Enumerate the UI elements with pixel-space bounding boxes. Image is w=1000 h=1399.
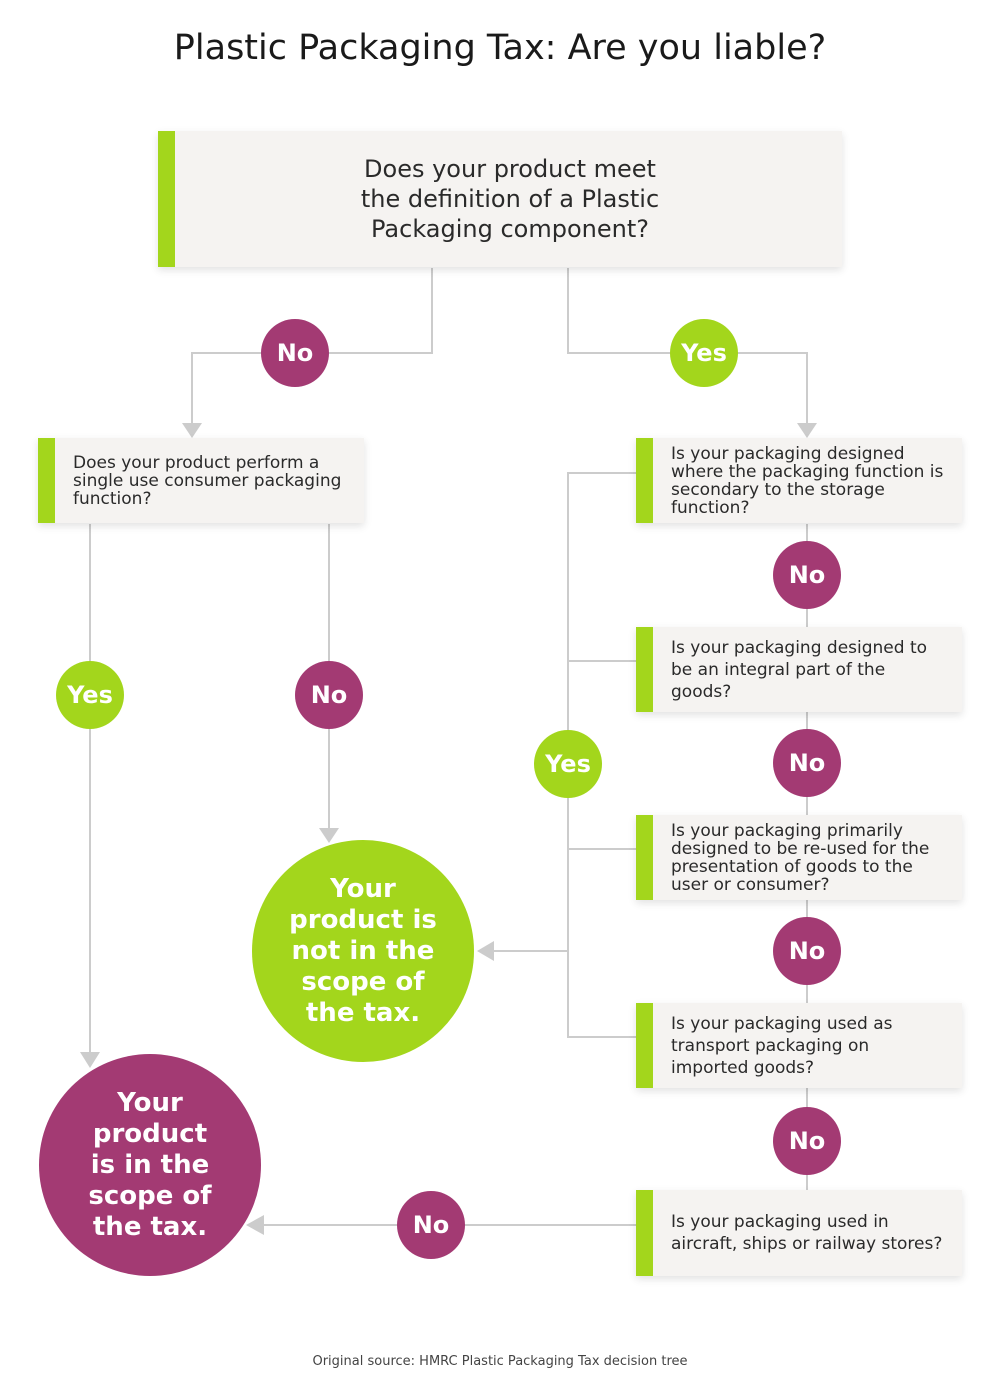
- arrow-icon: [80, 1052, 100, 1068]
- page-title: Plastic Packaging Tax: Are you liable?: [173, 28, 827, 68]
- answer-no: No: [261, 319, 329, 387]
- answer-no: No: [773, 541, 841, 609]
- outcome-not-in-scope: Your product is not in the scope of the …: [252, 840, 474, 1062]
- answer-no: No: [773, 729, 841, 797]
- answer-no: No: [397, 1191, 465, 1259]
- answer-yes: Yes: [670, 319, 738, 387]
- question-text: Is your packaging designed where the pac…: [671, 443, 944, 518]
- question-reused-presentation: Is your packaging primarily designed to …: [636, 815, 962, 900]
- question-text: Is your packaging designed to be an inte…: [671, 637, 928, 702]
- outcome-text: Your product is in the scope of the tax.: [88, 1087, 212, 1242]
- question-storage-function: Is your packaging designed where the pac…: [636, 438, 962, 523]
- question-integral-part: Is your packaging designed to be an inte…: [636, 627, 962, 712]
- question-plastic-packaging-component: Does your product meet the definition of…: [158, 131, 842, 267]
- question-transport-packaging: Is your packaging used as transport pack…: [636, 1003, 962, 1088]
- question-stores: Is your packaging used in aircraft, ship…: [636, 1190, 962, 1276]
- answer-yes: Yes: [534, 730, 602, 798]
- accent-bar: [636, 1190, 653, 1276]
- question-text: Does your product meet the definition of…: [360, 155, 660, 243]
- arrow-icon: [182, 423, 202, 438]
- accent-bar: [636, 815, 653, 900]
- answer-yes: Yes: [56, 661, 124, 729]
- answer-no: No: [773, 917, 841, 985]
- arrow-icon: [319, 828, 339, 843]
- answer-no: No: [295, 661, 363, 729]
- accent-bar: [38, 438, 55, 523]
- accent-bar: [636, 438, 653, 523]
- question-text: Is your packaging used as transport pack…: [671, 1013, 893, 1078]
- outcome-text: Your product is not in the scope of the …: [289, 873, 437, 1028]
- question-text: Is your packaging primarily designed to …: [671, 820, 930, 895]
- accent-bar: [158, 131, 175, 267]
- source-footer: Original source: HMRC Plastic Packaging …: [312, 1354, 688, 1369]
- arrow-icon: [477, 941, 494, 961]
- accent-bar: [636, 627, 653, 712]
- arrow-icon: [246, 1215, 264, 1235]
- accent-bar: [636, 1003, 653, 1088]
- arrow-icon: [797, 423, 817, 438]
- answer-no: No: [773, 1107, 841, 1175]
- question-text: Does your product perform a single use c…: [73, 452, 342, 509]
- question-text: Is your packaging used in aircraft, ship…: [671, 1212, 943, 1254]
- outcome-in-scope: Your product is in the scope of the tax.: [39, 1054, 261, 1276]
- question-single-use: Does your product perform a single use c…: [38, 438, 364, 523]
